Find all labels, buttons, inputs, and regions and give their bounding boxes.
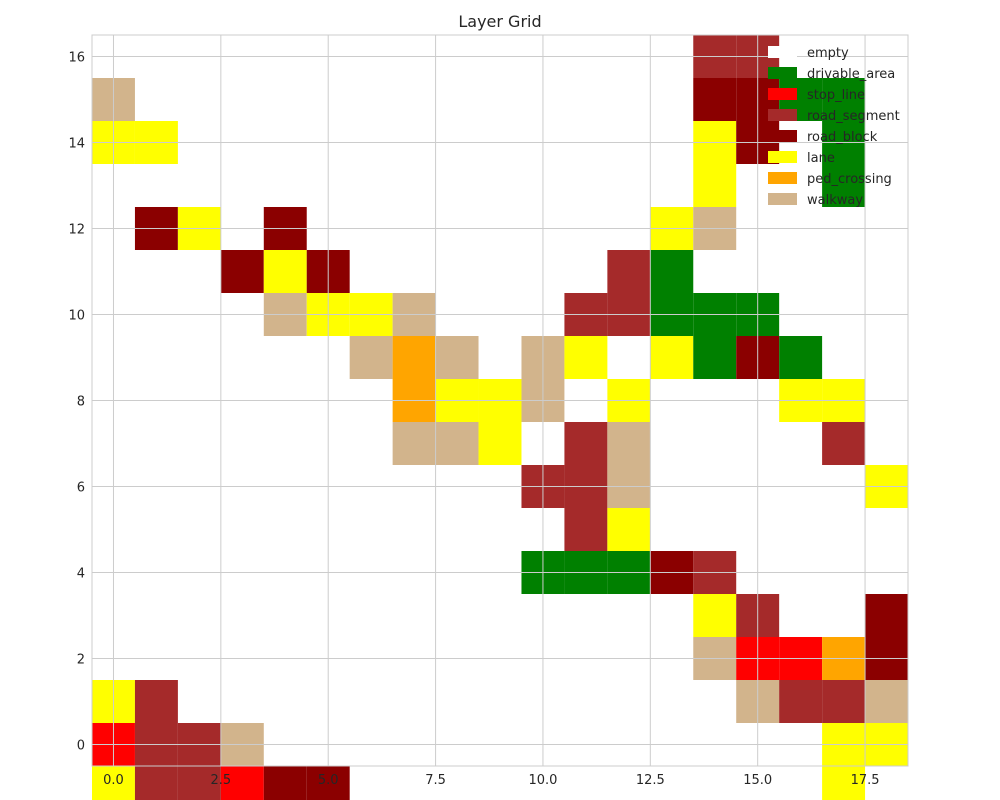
cell-lane	[263, 250, 307, 293]
y-tick-label: 16	[68, 51, 85, 66]
y-tick-label: 10	[68, 309, 85, 324]
cell-road_segment	[779, 680, 823, 723]
legend-label-drivable_area: drivable_area	[807, 67, 895, 82]
x-tick-label: 7.5	[425, 773, 446, 788]
legend-swatch-drivable_area	[768, 67, 797, 79]
chart-title: Layer Grid	[458, 12, 541, 31]
legend-swatch-stop_line	[768, 88, 797, 100]
cell-road_segment	[134, 766, 178, 800]
cell-walkway	[435, 422, 479, 465]
cell-lane	[822, 766, 866, 800]
cell-lane	[607, 508, 651, 551]
y-tick-label: 8	[77, 395, 85, 410]
legend-swatch-walkway	[768, 193, 797, 205]
cell-lane	[478, 422, 522, 465]
cell-road_segment	[607, 250, 651, 293]
legend-label-empty: empty	[807, 46, 849, 61]
y-tick-label: 2	[77, 653, 85, 668]
cell-lane	[650, 336, 694, 379]
legend-label-ped_crossing: ped_crossing	[807, 172, 892, 187]
cell-walkway	[607, 422, 651, 465]
y-tick-label: 0	[77, 739, 85, 754]
y-tick-label: 12	[68, 223, 85, 238]
cell-walkway	[392, 422, 436, 465]
x-tick-label: 2.5	[210, 773, 231, 788]
cell-road_block	[306, 766, 350, 800]
cell-stop_line	[220, 766, 264, 800]
x-tick-label: 10.0	[528, 773, 557, 788]
cell-drivable_area	[779, 336, 823, 379]
cell-lane	[564, 336, 608, 379]
cell-road_segment	[134, 680, 178, 723]
cell-walkway	[435, 336, 479, 379]
cell-ped_crossing	[392, 336, 436, 379]
x-tick-label: 15.0	[743, 773, 772, 788]
legend-label-walkway: walkway	[807, 193, 863, 208]
y-tick-label: 6	[77, 481, 85, 496]
cell-road_block	[220, 250, 264, 293]
legend-swatch-road_block	[768, 130, 797, 142]
x-tick-label: 0.0	[103, 773, 124, 788]
cell-road_segment	[564, 422, 608, 465]
cell-road_segment	[822, 422, 866, 465]
legend-label-road_segment: road_segment	[807, 109, 900, 124]
cell-lane	[92, 766, 135, 800]
cell-road_segment	[822, 680, 866, 723]
cell-road_block	[865, 594, 908, 637]
x-tick-label: 12.5	[636, 773, 665, 788]
legend-label-stop_line: stop_line	[807, 88, 865, 103]
y-tick-label: 14	[68, 137, 85, 152]
cell-road_block	[263, 766, 307, 800]
x-tick-label: 5.0	[318, 773, 339, 788]
cell-walkway	[349, 336, 393, 379]
cell-drivable_area	[822, 78, 866, 121]
cell-road_block	[693, 78, 737, 121]
legend: empty drivable_area stop_line road_segmentr…	[768, 46, 900, 208]
cell-drivable_area	[693, 336, 737, 379]
gridlines	[92, 35, 908, 766]
legend-label-road_block: road_block	[807, 130, 878, 145]
cell-walkway	[865, 680, 908, 723]
heatmap-cells	[92, 35, 908, 800]
cell-road_segment	[564, 508, 608, 551]
legend-swatch-ped_crossing	[768, 172, 797, 184]
cell-drivable_area	[822, 164, 866, 207]
legend-label-lane: lane	[807, 151, 835, 166]
x-tick-label: 17.5	[851, 773, 880, 788]
legend-swatch-lane	[768, 151, 797, 163]
cell-road_segment	[177, 766, 221, 800]
x-axis-ticks: 0.0 2.5 5.0 7.5 10.0 12.5 15.0 17.5	[103, 773, 879, 788]
cell-lane	[693, 594, 737, 637]
legend-swatch-road_segment	[768, 109, 797, 121]
legend-swatch-empty	[768, 46, 797, 58]
y-axis-ticks: 0 2 4 6 8 10 12 14 16	[68, 51, 85, 754]
y-tick-label: 4	[77, 567, 85, 582]
plot-border	[91, 34, 909, 767]
cell-lane	[693, 164, 737, 207]
cell-drivable_area	[650, 250, 694, 293]
